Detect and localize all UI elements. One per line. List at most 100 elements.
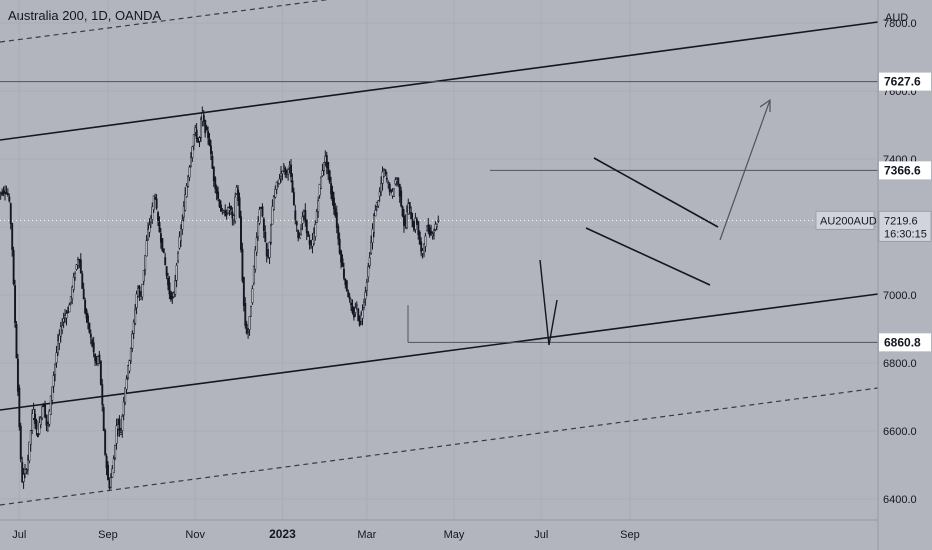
candle-down	[290, 164, 292, 177]
candle-down	[244, 302, 247, 326]
candle-down	[385, 177, 388, 180]
candle-down	[350, 302, 353, 306]
candle-up	[122, 401, 125, 416]
candle-down	[94, 353, 97, 362]
y-tick-label: 7800.0	[883, 18, 917, 30]
candle-up	[61, 325, 64, 331]
candle-down	[390, 189, 393, 192]
candle-down	[285, 170, 288, 173]
candle-down	[154, 197, 157, 199]
candle-up	[137, 287, 139, 297]
candle-up	[322, 162, 325, 171]
candle-up	[320, 176, 323, 189]
candle-up	[251, 288, 254, 304]
candle-up	[109, 477, 112, 488]
candle-down	[262, 218, 265, 231]
candle-down	[168, 282, 171, 295]
candle-up	[184, 194, 187, 211]
candle-down	[404, 220, 407, 224]
candle-down	[241, 248, 244, 281]
x-tick-label: Jul	[12, 529, 26, 541]
candle-up	[185, 185, 188, 197]
candle-up	[381, 171, 384, 184]
candle-up	[311, 239, 314, 247]
candle-down	[348, 296, 351, 300]
candle-up	[370, 241, 373, 254]
candle-down	[292, 192, 295, 206]
candle-down	[297, 230, 300, 238]
candle-up	[46, 423, 49, 426]
candle-up	[414, 217, 417, 230]
candle-down	[169, 291, 172, 300]
projection-arrow-line	[719, 99, 771, 241]
candle-up	[75, 264, 78, 270]
candle-up	[149, 217, 152, 223]
candle-up	[124, 387, 127, 403]
candle-up	[281, 170, 284, 174]
candle-down	[308, 239, 311, 245]
candle-up	[62, 318, 65, 323]
candle-up	[59, 326, 62, 337]
candle-down	[208, 138, 211, 146]
candle-up	[200, 119, 202, 138]
candle-up	[321, 170, 324, 177]
currency-label: AUD	[885, 12, 908, 24]
candle-up	[39, 417, 42, 426]
candle-down	[18, 387, 21, 428]
candle-up	[288, 164, 291, 167]
candle-up	[363, 302, 365, 308]
candle-up	[31, 413, 34, 431]
candle-up	[114, 444, 117, 459]
candle-up	[48, 410, 51, 425]
candle-up	[222, 210, 225, 213]
candle-down	[427, 224, 430, 232]
candle-down	[215, 187, 218, 194]
candle-up	[139, 296, 142, 300]
candle-up	[268, 241, 271, 258]
candle-down	[337, 225, 340, 240]
candle-down	[218, 199, 221, 207]
candle-up	[142, 269, 145, 282]
candle-up	[194, 127, 197, 133]
y-tick-label: 6800.0	[883, 358, 917, 370]
candle-down	[158, 222, 161, 233]
candle-down	[335, 212, 338, 228]
candle-up	[300, 228, 303, 235]
candle-down	[418, 231, 421, 245]
candle-up	[298, 237, 301, 240]
x-tick-label: Sep	[620, 529, 640, 541]
candle-up	[228, 208, 231, 211]
upper-dashed-line	[0, 0, 330, 43]
candle-up	[255, 237, 258, 253]
candle-up	[178, 236, 181, 249]
candle-down	[267, 255, 270, 258]
candle-down	[341, 258, 344, 267]
level-badge-label: 6860.8	[884, 335, 921, 349]
candle-up	[271, 206, 274, 225]
candle-up	[49, 395, 52, 415]
candle-up	[134, 309, 137, 324]
candle-up	[72, 276, 75, 290]
candle-up	[174, 280, 177, 295]
candle-down	[87, 315, 89, 323]
candle-up	[421, 250, 424, 254]
candle-down	[214, 177, 217, 189]
candle-down	[104, 430, 107, 455]
candle-down	[21, 462, 24, 483]
candle-up	[152, 195, 155, 210]
candle-down	[220, 204, 222, 212]
candle-up	[64, 315, 67, 319]
candle-up	[29, 430, 32, 445]
candle-up	[365, 281, 368, 291]
candle-down	[162, 248, 165, 254]
candle-up	[58, 334, 61, 344]
candle-down	[353, 313, 355, 318]
candle-up	[393, 188, 395, 197]
candle-down	[245, 323, 248, 334]
level-badge-label: 7366.6	[884, 163, 921, 177]
candle-down	[210, 145, 212, 155]
candle-up	[270, 224, 272, 243]
candle-down	[44, 403, 47, 418]
